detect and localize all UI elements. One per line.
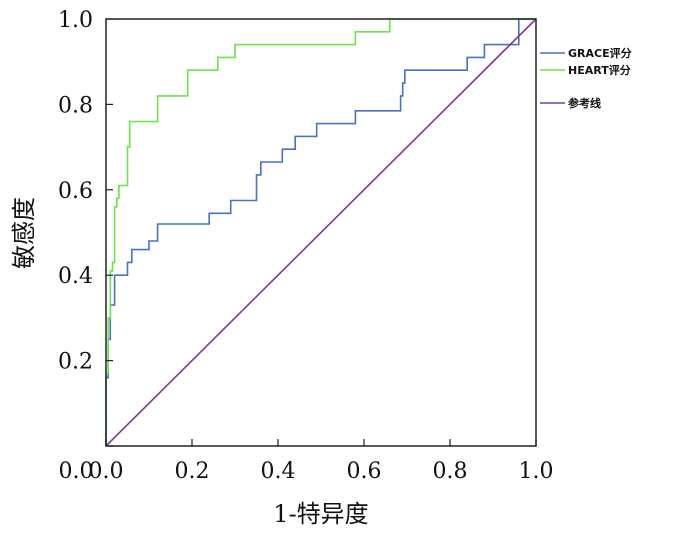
y-axis-ticks: 0.2 0.4 0.6 0.8 1.0 0.0 bbox=[58, 8, 113, 484]
y-axis-label: 敏感度 bbox=[10, 197, 38, 269]
x-tick-label: 0.8 bbox=[433, 459, 468, 484]
y-tick-label: 0.2 bbox=[58, 350, 93, 375]
x-tick-label: 0.4 bbox=[261, 459, 296, 484]
x-tick-label: 0.0 bbox=[89, 459, 124, 484]
y-tick-label: 1.0 bbox=[58, 8, 93, 33]
legend-label-1: GRACE评分 bbox=[568, 46, 632, 60]
y-tick-label: 0.6 bbox=[58, 179, 93, 204]
x-tick-label: 0.6 bbox=[347, 459, 382, 484]
y-tick-label: 0.4 bbox=[58, 264, 93, 289]
plot-frame bbox=[105, 18, 537, 447]
x-tick-label: 1.0 bbox=[519, 459, 554, 484]
series-line-3 bbox=[105, 18, 537, 447]
x-tick-label: 0.2 bbox=[175, 459, 210, 484]
y-tick-label: 0.8 bbox=[58, 93, 93, 118]
series-layer bbox=[105, 18, 537, 447]
legend-label-3: 参考线 bbox=[568, 96, 601, 110]
series-line-1 bbox=[105, 18, 536, 446]
legend-label-2: HEART评分 bbox=[568, 63, 631, 77]
x-axis-label: 1-特异度 bbox=[273, 500, 368, 528]
y-tick-label: 0.0 bbox=[59, 459, 94, 484]
x-axis-ticks: 0.0 0.2 0.4 0.6 0.8 1.0 bbox=[89, 439, 554, 484]
series-line-2 bbox=[105, 18, 536, 446]
